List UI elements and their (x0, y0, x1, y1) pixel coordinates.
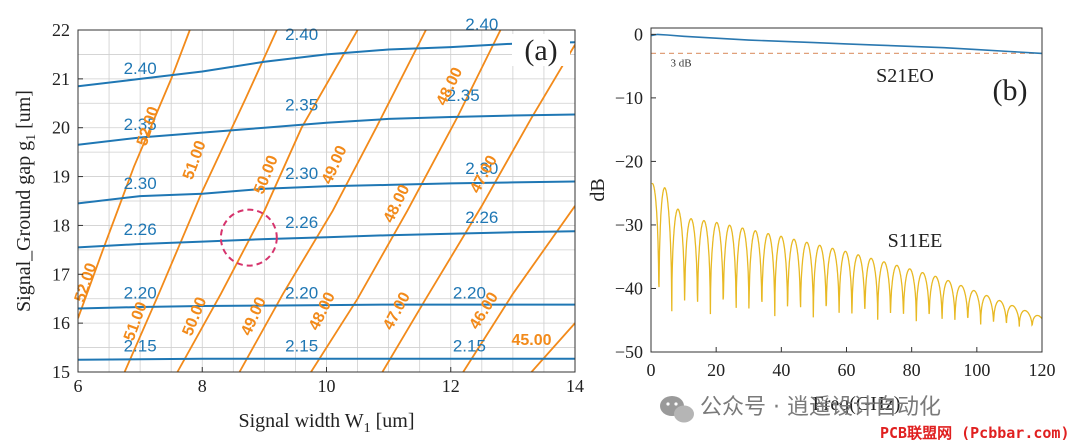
blue-contour-label: 2.15 (453, 336, 486, 355)
blue-contour-label: 2.40 (124, 59, 157, 78)
x-tick-label: 80 (903, 360, 921, 380)
y-tick-label: 19 (52, 167, 70, 187)
y-axis-label-b: dB (587, 178, 609, 201)
orange-contour-45.00 (530, 322, 575, 372)
orange-contour-48.00 (310, 30, 502, 372)
panel-tag-a: (a) (524, 34, 557, 67)
y-tick-label: −40 (615, 278, 643, 298)
blue-contour-label: 2.40 (465, 15, 498, 34)
y-tick-label: 17 (52, 264, 70, 284)
y-tick-label: −20 (615, 151, 643, 171)
blue-contour-label: 2.30 (465, 159, 498, 178)
watermark-text-2: PCB联盟网 (Pcbbar.com) (880, 424, 1068, 442)
series-line-s21eo (651, 33, 1042, 55)
y-tick-label: 18 (52, 215, 70, 235)
y-tick-label: 20 (52, 118, 70, 138)
x-tick-label: 120 (1029, 360, 1056, 380)
orange-contour-47.00 (381, 44, 575, 372)
y-tick-label: −50 (615, 342, 643, 362)
contours-a (78, 30, 575, 372)
ticks-b: 0 20 40 60 80 100 120 0 −10 −20 −30 −40 −50 (615, 24, 1056, 380)
highlight-circle (219, 208, 278, 267)
x-tick-label: 100 (963, 360, 990, 380)
x-tick-label: 6 (74, 376, 83, 396)
x-tick-label: 14 (566, 376, 584, 396)
x-tick-label: 60 (838, 360, 856, 380)
y-tick-label: −30 (615, 215, 643, 235)
orange-contour-52.00 (78, 30, 191, 319)
orange-contour-50.00 (176, 30, 359, 372)
blue-contour-2.30 (78, 180, 575, 205)
x-axis-label-b: Freq(GHz) (813, 393, 901, 415)
blue-contour-label: 2.15 (124, 336, 157, 355)
blue-contour-label: 2.35 (447, 86, 480, 105)
x-tick-label: 0 (647, 360, 656, 380)
blue-contour-2.35 (78, 113, 575, 146)
x-tick-label: 8 (198, 376, 207, 396)
panel-a-contour-plot: 2.40 2.40 2.40 2.35 2.35 2.35 2.30 2.30 2.30 2.26… (13, 15, 584, 436)
y-tick-label: −10 (615, 88, 643, 108)
blue-contour-label: 2.30 (124, 174, 157, 193)
x-axis-label-a: Signal width W1 [um] (238, 410, 414, 436)
blue-contour-label: 2.15 (285, 336, 318, 355)
orange-contour-49.00 (238, 30, 427, 372)
x-tick-label: 10 (318, 376, 336, 396)
blue-contour-label: 2.26 (124, 220, 157, 239)
blue-contour-2.15 (78, 357, 575, 361)
y-tick-label: 15 (52, 362, 70, 382)
y-axis-label-a: Signal_Ground gap g1 [um] (13, 90, 39, 312)
orange-contour-51.00 (123, 30, 278, 372)
plot-area-b (651, 28, 1042, 352)
panel-tag-bg-a (512, 34, 570, 66)
ticks-a: 6 8 10 12 14 15 16 17 18 19 20 21 22 (52, 20, 584, 396)
blue-contour-label: 2.26 (465, 208, 498, 227)
panel-b-sparameter-plot: 3 dB 0 20 40 60 80 100 120 0 −10 −20 −30 −40 −50 Freq(… (587, 24, 1056, 415)
blue-contour-label: 2.35 (124, 115, 157, 134)
orange-contour-46.00 (462, 205, 575, 372)
series-annotation-s21eo: S21EO (876, 65, 934, 87)
blue-contour-label: 2.20 (124, 284, 157, 303)
watermark-text-1: 公众号 · 逍遥设计自动化 (700, 395, 941, 420)
series-annotation-s11ee: S11EE (888, 230, 943, 252)
orange-contour-label: 45.00 (511, 332, 551, 349)
x-tick-label: 40 (772, 360, 790, 380)
panel-tag-b: (b) (993, 74, 1028, 107)
blue-contour-label: 2.30 (285, 164, 318, 183)
blue-contour-label: 2.35 (285, 96, 318, 115)
grid-a (77, 29, 576, 373)
blue-contour-label: 2.20 (453, 284, 486, 303)
x-tick-label: 20 (707, 360, 725, 380)
x-tick-label: 12 (442, 376, 460, 396)
blue-contour-2.20 (78, 303, 575, 310)
y-tick-label: 22 (52, 20, 70, 40)
watermark: 公众号 · 逍遥设计自动化 PCB联盟网 (Pcbbar.com) (660, 395, 1068, 442)
blue-contour-2.40 (78, 41, 575, 88)
blue-contour-label: 2.20 (285, 284, 318, 303)
blue-contour-label: 2.26 (285, 213, 318, 232)
reference-line-label: 3 dB (671, 57, 692, 69)
y-tick-label: 21 (52, 69, 70, 89)
series-line-s11ee (651, 182, 1042, 327)
y-tick-label: 0 (634, 24, 643, 44)
blue-contour-label: 2.40 (285, 25, 318, 44)
y-tick-label: 16 (52, 313, 70, 333)
wechat-icon (660, 396, 694, 423)
blue-contour-2.26 (78, 230, 575, 249)
series-b (651, 33, 1042, 327)
